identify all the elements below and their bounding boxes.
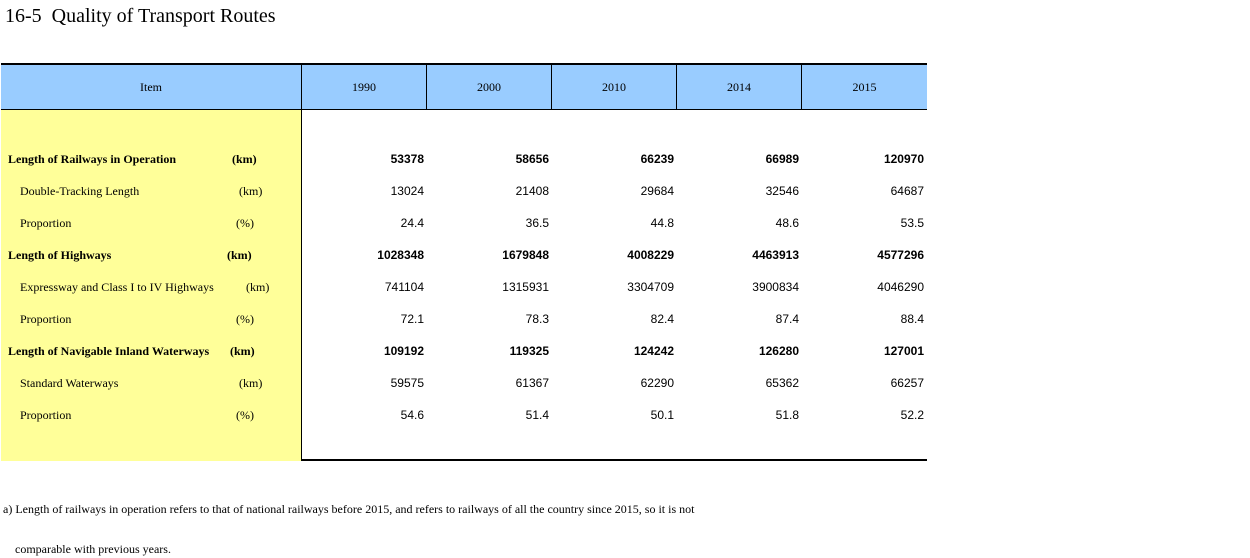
footnote-line-1: a) Length of railways in operation refer… bbox=[3, 502, 695, 516]
row-unit: (km) bbox=[239, 376, 263, 390]
cell-2000: 119325 bbox=[509, 344, 549, 358]
cell-1990: 54.6 bbox=[400, 408, 424, 422]
header-2014: 2014 bbox=[677, 65, 802, 109]
row-label: Length of Navigable Inland Waterways bbox=[8, 344, 210, 358]
cell-2010: 29684 bbox=[640, 184, 674, 198]
row-unit: (%) bbox=[236, 312, 254, 326]
cell-2015: 52.2 bbox=[900, 408, 924, 422]
row-unit: (km) bbox=[232, 152, 257, 166]
cell-1990: 741104 bbox=[384, 280, 424, 294]
cell-2014: 3900834 bbox=[752, 280, 799, 294]
table-row: Standard Waterways (km) 59575 61367 62290 653… bbox=[1, 367, 927, 399]
cell-2010: 66239 bbox=[640, 152, 674, 166]
cell-2014: 48.6 bbox=[775, 216, 799, 230]
cell-2014: 32546 bbox=[765, 184, 799, 198]
cell-1990: 72.1 bbox=[400, 312, 424, 326]
cell-2015: 4046290 bbox=[877, 280, 924, 294]
row-unit: (km) bbox=[246, 280, 270, 294]
cell-2000: 61367 bbox=[515, 376, 549, 390]
table-row: Length of Navigable Inland Waterways (km)… bbox=[1, 335, 927, 367]
cell-1990: 1028348 bbox=[377, 248, 424, 262]
row-label: Proportion bbox=[20, 408, 72, 422]
row-unit: (%) bbox=[236, 408, 254, 422]
cell-2014: 4463913 bbox=[752, 248, 799, 262]
cell-2000: 1679848 bbox=[502, 248, 549, 262]
row-unit: (%) bbox=[236, 216, 254, 230]
row-unit: (km) bbox=[230, 344, 255, 358]
row-unit: (km) bbox=[239, 184, 263, 198]
item-column bbox=[1, 110, 302, 461]
cell-2000: 51.4 bbox=[525, 408, 549, 422]
cell-1990: 13024 bbox=[390, 184, 424, 198]
cell-2015: 127001 bbox=[883, 344, 924, 358]
cell-2010: 4008229 bbox=[627, 248, 674, 262]
header-item: Item bbox=[1, 65, 302, 109]
table-row: Proportion (%) 54.6 51.4 50.1 51.8 52.2 bbox=[1, 399, 927, 431]
header-2015: 2015 bbox=[852, 80, 877, 94]
cell-2015: 64687 bbox=[890, 184, 924, 198]
row-label: Expressway and Class I to IV Highways bbox=[20, 280, 214, 294]
cell-2015: 66257 bbox=[890, 376, 924, 390]
table-row: Expressway and Class I to IV Highways (km… bbox=[1, 271, 927, 303]
cell-2010: 3304709 bbox=[627, 280, 674, 294]
cell-2000: 21408 bbox=[515, 184, 549, 198]
table-row: Double-Tracking Length (km) 13024 21408 2968… bbox=[1, 175, 927, 207]
cell-2015: 53.5 bbox=[900, 216, 924, 230]
row-label: Double-Tracking Length bbox=[20, 184, 140, 198]
table-row: Proportion (%) 24.4 36.5 44.8 48.6 53.5 bbox=[1, 207, 927, 239]
table-row: Length of Highways (km) 1028348 1679848 4008… bbox=[1, 239, 927, 271]
header-2010: 2010 bbox=[552, 65, 677, 109]
cell-2014: 66989 bbox=[765, 152, 799, 166]
cell-2014: 126280 bbox=[758, 344, 799, 358]
cell-1990: 24.4 bbox=[400, 216, 424, 230]
header-1990: 1990 bbox=[302, 65, 427, 109]
cell-2010: 44.8 bbox=[650, 216, 674, 230]
row-label: Length of Highways bbox=[8, 248, 112, 262]
header-2000: 2000 bbox=[427, 65, 552, 109]
table-header: Item 1990 2000 2010 2014 2015 bbox=[1, 65, 927, 110]
cell-2014: 51.8 bbox=[775, 408, 799, 422]
cell-2015: 88.4 bbox=[900, 312, 924, 326]
cell-2014: 65362 bbox=[765, 376, 799, 390]
cell-2015: 4577296 bbox=[877, 248, 924, 262]
row-unit: (km) bbox=[227, 248, 252, 262]
row-label: Proportion bbox=[20, 312, 72, 326]
cell-2015: 120970 bbox=[883, 152, 924, 166]
table-row: Proportion (%) 72.1 78.3 82.4 87.4 88.4 bbox=[1, 303, 927, 335]
cell-1990: 53378 bbox=[390, 152, 424, 166]
cell-2000: 36.5 bbox=[525, 216, 549, 230]
cell-2000: 58656 bbox=[515, 152, 549, 166]
cell-2000: 1315931 bbox=[502, 280, 549, 294]
table-row: Length of Railways in Operation (km) 53378… bbox=[1, 143, 927, 175]
cell-2010: 50.1 bbox=[650, 408, 674, 422]
cell-2014: 87.4 bbox=[775, 312, 799, 326]
cell-1990: 59575 bbox=[390, 376, 424, 390]
cell-2000: 78.3 bbox=[525, 312, 549, 326]
row-label: Length of Railways in Operation bbox=[8, 152, 177, 166]
cell-2010: 124242 bbox=[633, 344, 674, 358]
cell-1990: 109192 bbox=[383, 344, 424, 358]
cell-2010: 62290 bbox=[640, 376, 674, 390]
data-table: Item 1990 2000 2010 2014 2015 Length of … bbox=[1, 63, 927, 461]
cell-2010: 82.4 bbox=[650, 312, 674, 326]
row-label: Standard Waterways bbox=[20, 376, 119, 390]
footnote-line-2: comparable with previous years. bbox=[15, 542, 171, 556]
page-title: 16-5 Quality of Transport Routes bbox=[5, 5, 276, 27]
row-label: Proportion bbox=[20, 216, 72, 230]
